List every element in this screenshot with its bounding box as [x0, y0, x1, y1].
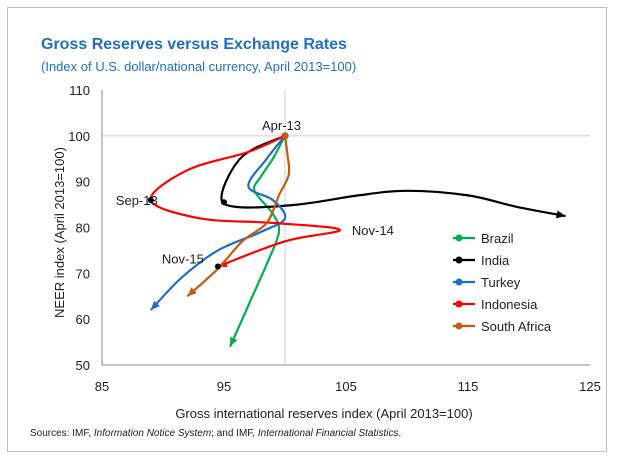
- legend-item-indonesia: Indonesia: [453, 297, 538, 312]
- chart-title: Gross Reserves versus Exchange Rates: [41, 36, 347, 53]
- legend-marker-indonesia: [455, 300, 463, 308]
- x-tick-label: 95: [217, 379, 231, 394]
- y-tick-label: 60: [76, 312, 90, 327]
- legend-label-turkey: Turkey: [481, 275, 521, 290]
- series-arrowhead-south-africa: [187, 287, 197, 297]
- y-tick-label: 80: [76, 221, 90, 236]
- axes: [101, 90, 590, 366]
- legend-item-south-africa: South Africa: [453, 319, 552, 334]
- y-tick-label: 70: [76, 266, 90, 281]
- x-axis-label: Gross international reserves index (Apri…: [175, 406, 472, 421]
- legend-label-south-africa: South Africa: [481, 319, 552, 334]
- annotation-label: Nov-15: [162, 251, 204, 266]
- legend-marker-brazil: [455, 234, 463, 242]
- annotations: Apr-13 Sep-13 Nov-14 Nov-15: [116, 118, 394, 270]
- series-lines: [149, 132, 566, 348]
- y-tick-label: 100: [68, 129, 90, 144]
- chart-frame: [7, 7, 607, 452]
- annotation-marker: [147, 197, 154, 203]
- series-arrowhead-brazil: [230, 336, 238, 347]
- series-indonesia: [149, 132, 342, 268]
- series-line-india: [220, 134, 566, 218]
- legend-marker-south-africa: [455, 322, 463, 330]
- series-line-indonesia: [149, 134, 342, 268]
- legend-marker-india: [455, 256, 463, 264]
- legend: Brazil India Turkey Indonesia South Africa: [453, 231, 552, 334]
- source-middle: ; and IMF,: [211, 428, 258, 439]
- x-tick-label: 115: [458, 379, 479, 394]
- series-india: [220, 132, 566, 219]
- legend-item-india: India: [453, 253, 510, 268]
- x-tick-label: 105: [335, 379, 357, 394]
- legend-label-indonesia: Indonesia: [481, 297, 538, 312]
- y-axis-label: NEER index (April 2013=100): [52, 147, 67, 318]
- series-arrowhead-india: [556, 210, 566, 219]
- series-arrowhead-turkey: [150, 300, 160, 310]
- legend-label-india: India: [481, 253, 510, 268]
- tick-labels: 85 95 105 115 125 50 60 70 80 90 100 110: [68, 83, 601, 394]
- series-brazil: [229, 132, 289, 348]
- series-start-point-south-africa: [281, 132, 289, 140]
- x-tick-label: 85: [95, 379, 109, 394]
- chart-subtitle: (Index of U.S. dollar/national currency,…: [41, 59, 357, 74]
- series-line-turkey: [150, 135, 287, 311]
- annotation-marker: [214, 263, 221, 270]
- annotation-label: Apr-13: [262, 118, 301, 133]
- annotation-label: Nov-14: [352, 223, 394, 238]
- legend-item-brazil: Brazil: [453, 231, 514, 246]
- x-tick-label: 125: [579, 379, 601, 394]
- y-tick-label: 50: [76, 358, 90, 373]
- annotation-marker: [221, 199, 227, 206]
- y-tick-label: 90: [76, 175, 90, 190]
- y-tick-label: 110: [69, 83, 90, 98]
- legend-marker-turkey: [455, 278, 463, 286]
- legend-label-brazil: Brazil: [481, 231, 514, 246]
- source-italic-2: International Financial Statistics: [257, 428, 399, 439]
- annotation-label: Sep-13: [116, 193, 158, 208]
- source-suffix: .: [398, 428, 402, 439]
- source-note: Sources: IMF, Information Notice System;…: [30, 428, 401, 439]
- legend-item-turkey: Turkey: [453, 275, 521, 290]
- source-prefix: Sources: IMF,: [30, 428, 94, 439]
- source-italic-1: Information Notice System: [93, 428, 212, 439]
